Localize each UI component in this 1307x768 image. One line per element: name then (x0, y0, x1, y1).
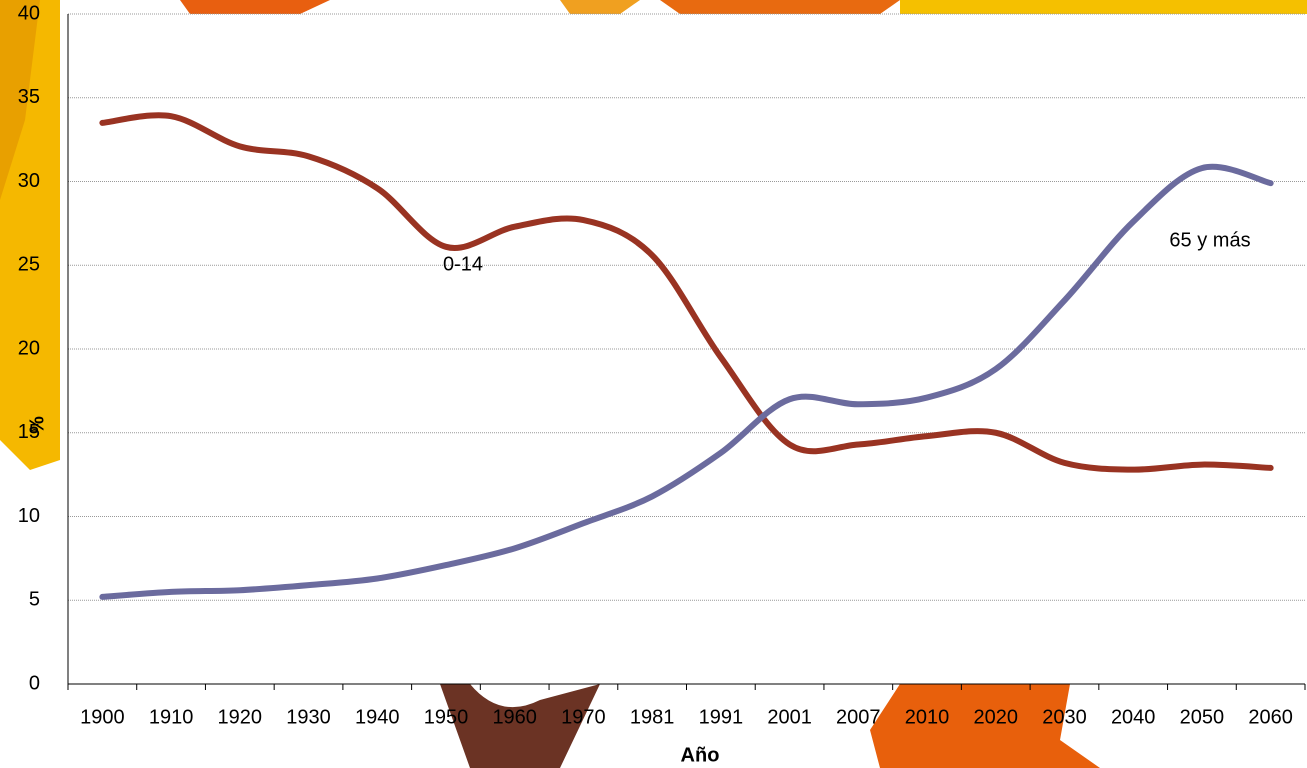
x-tick-label: 2050 (1180, 706, 1225, 728)
x-tick-label: 1940 (355, 706, 400, 728)
x-tick-label: 2040 (1111, 706, 1156, 728)
y-tick-label: 5 (29, 589, 40, 611)
x-tick-label: 1981 (630, 706, 675, 728)
x-tick-label: 1950 (424, 706, 469, 728)
series-label: 65 y más (1169, 229, 1250, 251)
x-tick-label: 2060 (1248, 706, 1293, 728)
x-tick-label: 2020 (974, 706, 1019, 728)
x-tick-label: 2030 (1042, 706, 1087, 728)
x-tick-label: 2007 (836, 706, 881, 728)
x-tick-label: 1920 (218, 706, 263, 728)
x-tick-label: 1960 (492, 706, 537, 728)
x-tick-label: 1910 (149, 706, 194, 728)
y-tick-label: 15 (18, 421, 40, 443)
y-tick-label: 0 (29, 672, 40, 694)
chart: Año % 0510152025303540190019101920193019… (0, 0, 1307, 768)
y-tick-label: 25 (18, 254, 40, 276)
y-tick-label: 30 (18, 170, 40, 192)
x-tick-label: 1900 (80, 706, 125, 728)
x-tick-label: 1991 (699, 706, 744, 728)
x-tick-label: 2010 (905, 706, 950, 728)
y-tick-label: 10 (18, 505, 40, 527)
x-tick-label: 2001 (767, 706, 812, 728)
x-axis-label: Año (681, 744, 720, 766)
x-tick-label: 1930 (286, 706, 331, 728)
x-tick-label: 1970 (561, 706, 606, 728)
series-label: 0-14 (443, 253, 483, 275)
y-tick-label: 40 (18, 2, 40, 24)
y-tick-label: 35 (18, 86, 40, 108)
y-tick-label: 20 (18, 337, 40, 359)
